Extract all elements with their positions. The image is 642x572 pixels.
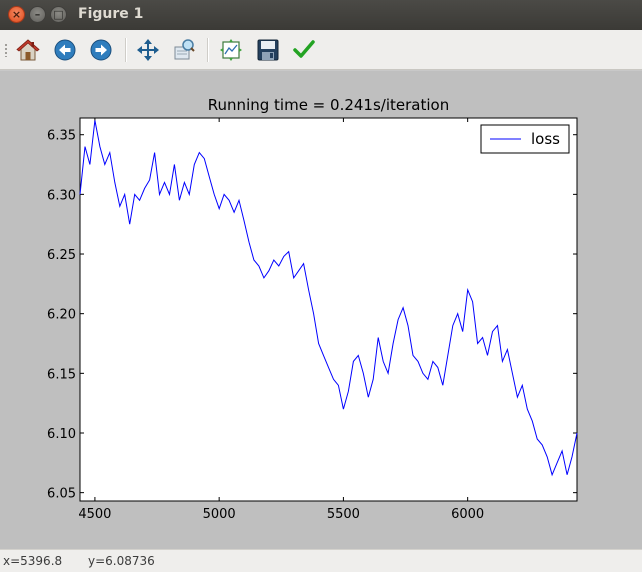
back-button[interactable] bbox=[51, 36, 79, 64]
subplots-button[interactable] bbox=[217, 36, 245, 64]
y-tick-label: 6.05 bbox=[47, 487, 76, 502]
toolbar-separator bbox=[207, 38, 209, 62]
axis-ticks: 4500 5000 5500 6000 6.05 6.10 6.15 6.20 6.25 6.30… bbox=[47, 118, 577, 522]
forward-arrow-icon bbox=[90, 39, 112, 61]
plot-svg[interactable]: Running time = 0.241s/iteration 4500 5000… bbox=[0, 71, 642, 549]
y-tick-label: 6.25 bbox=[47, 248, 76, 263]
maximize-window-button[interactable]: □ bbox=[50, 6, 67, 23]
y-tick-label: 6.30 bbox=[47, 188, 76, 203]
close-window-button[interactable]: × bbox=[8, 6, 25, 23]
forward-button[interactable] bbox=[87, 36, 115, 64]
x-tick-label: 4500 bbox=[78, 507, 111, 522]
x-tick-label: 5000 bbox=[203, 507, 236, 522]
cursor-y-readout: y=6.08736 bbox=[88, 554, 155, 568]
minimize-window-button[interactable]: – bbox=[29, 6, 46, 23]
window-title: Figure 1 bbox=[78, 6, 144, 22]
x-tick-label: 6000 bbox=[451, 507, 484, 522]
y-tick-label: 6.20 bbox=[47, 308, 76, 323]
legend: loss bbox=[480, 124, 570, 154]
status-bar: x=5396.8 y=6.08736 bbox=[0, 549, 642, 572]
legend-label: loss bbox=[531, 130, 560, 148]
axes-background[interactable] bbox=[79, 117, 578, 502]
window-titlebar: × – □ Figure 1 bbox=[0, 0, 642, 30]
home-icon bbox=[16, 39, 40, 61]
series-line-loss bbox=[79, 120, 578, 477]
y-tick-label: 6.15 bbox=[47, 367, 76, 382]
y-tick-label: 6.10 bbox=[47, 427, 76, 442]
zoom-icon bbox=[174, 39, 195, 60]
edit-curves-button[interactable] bbox=[290, 36, 318, 64]
cursor-x-readout: x=5396.8 bbox=[3, 554, 63, 568]
series-lines bbox=[79, 120, 578, 477]
y-tick-label: 6.35 bbox=[47, 129, 76, 144]
back-arrow-icon bbox=[54, 39, 76, 61]
save-icon bbox=[257, 39, 279, 61]
chart-title: Running time = 0.241s/iteration bbox=[208, 96, 449, 114]
toolbar-separator bbox=[125, 38, 127, 62]
toolbar-grip-handle[interactable] bbox=[4, 43, 8, 57]
home-button[interactable] bbox=[14, 36, 42, 64]
navigation-toolbar bbox=[0, 30, 642, 70]
subplots-icon bbox=[220, 39, 242, 61]
x-tick-label: 5500 bbox=[327, 507, 360, 522]
zoom-button[interactable] bbox=[170, 36, 198, 64]
pan-icon bbox=[137, 39, 159, 61]
pan-button[interactable] bbox=[134, 36, 162, 64]
checkmark-icon bbox=[293, 40, 315, 58]
figure-canvas[interactable]: Running time = 0.241s/iteration 4500 5000… bbox=[0, 71, 642, 549]
save-button[interactable] bbox=[254, 36, 282, 64]
